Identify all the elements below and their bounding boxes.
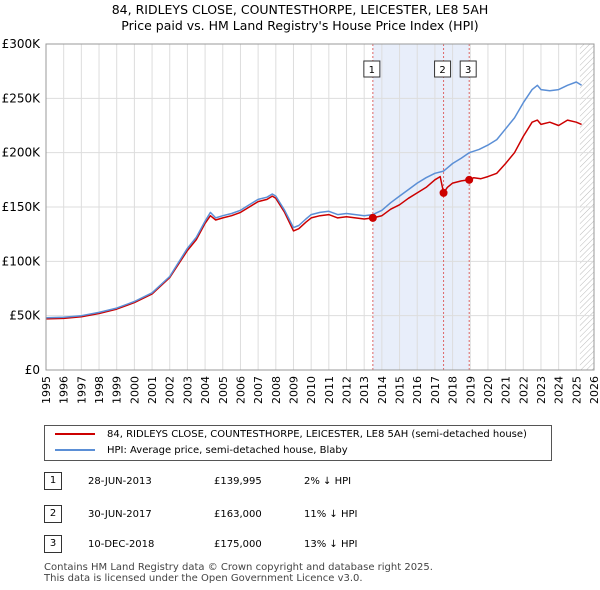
y-tick-label: £200K [2,146,42,160]
sale-marker-label: 3 [465,65,471,76]
x-tick-label: 2026 [588,376,600,404]
sale-point [465,175,474,184]
sale-marker-box [363,60,381,78]
x-tick-label: 2016 [411,376,424,404]
x-tick-label: 2014 [376,376,389,404]
x-tick-label: 2008 [270,376,283,404]
x-tick-label: 1997 [75,376,88,404]
x-tick-label: 2024 [553,376,566,404]
x-tick-label: 2019 [464,376,477,404]
transaction-hpi: 2% ↓ HPI [304,476,352,487]
x-tick-label: 1995 [40,376,53,404]
footer-licence: This data is licensed under the Open Gov… [44,573,363,584]
y-tick-label: £300K [2,37,42,51]
x-tick-label: 1998 [93,376,106,404]
legend: 84, RIDLEYS CLOSE, COUNTESTHORPE, LEICES… [44,425,552,461]
transaction-badge: 3 [44,535,62,553]
x-tick-label: 2006 [234,376,247,404]
x-tick-label: 2023 [535,376,548,404]
legend-label-property: 84, RIDLEYS CLOSE, COUNTESTHORPE, LEICES… [107,429,527,440]
x-tick-label: 2018 [447,376,460,404]
footer-copyright: Contains HM Land Registry data © Crown c… [44,562,433,573]
transaction-price: £163,000 [214,509,262,520]
sale-marker-label: 1 [369,65,375,76]
transaction-price: £139,995 [214,476,262,487]
transaction-price: £175,000 [214,539,262,550]
x-tick-label: 2025 [570,376,583,404]
sale-point [439,188,448,197]
x-tick-label: 2015 [394,376,407,404]
transaction-row-1: 1 28-JUN-2013 £139,995 2% ↓ HPI [44,472,550,492]
transaction-badge: 2 [44,505,62,523]
x-tick-label: 1996 [58,376,71,404]
property-price-line [45,119,582,320]
sale-point [368,213,377,222]
chart-title: 84, RIDLEYS CLOSE, COUNTESTHORPE, LEICES… [111,2,489,17]
x-tick-label: 2004 [199,376,212,404]
transaction-hpi: 11% ↓ HPI [304,509,358,520]
x-tick-label: 2000 [128,376,141,404]
y-tick-label: £0 [25,363,40,377]
transaction-date: 10-DEC-2018 [88,539,155,550]
x-tick-label: 2017 [429,376,442,404]
transaction-row-3: 3 10-DEC-2018 £175,000 13% ↓ HPI [44,535,550,555]
x-tick-label: 2011 [323,376,336,404]
x-tick-label: 1999 [111,376,124,404]
legend-swatch-property [55,433,95,435]
transaction-date: 28-JUN-2013 [88,476,152,487]
x-tick-label: 2021 [500,376,513,404]
y-tick-label: £50K [9,309,41,323]
x-tick-label: 2007 [252,376,265,404]
x-tick-label: 2013 [358,376,371,404]
legend-label-hpi: HPI: Average price, semi-detached house,… [107,445,348,456]
transaction-hpi: 13% ↓ HPI [304,539,358,550]
transaction-row-2: 2 30-JUN-2017 £163,000 11% ↓ HPI [44,505,550,525]
plot-frame [45,43,595,371]
x-tick-label: 2012 [341,376,354,404]
x-tick-label: 2020 [482,376,495,404]
legend-item-hpi: HPI: Average price, semi-detached house,… [55,443,348,459]
y-tick-label: £150K [2,200,42,214]
y-tick-label: £100K [2,254,42,268]
chart-subtitle: Price paid vs. HM Land Registry's House … [121,18,479,33]
x-tick-label: 2002 [164,376,177,404]
sale-marker-label: 2 [439,65,445,76]
price-chart: £0 £50K £100K £150K £200K £250K £300K 1995 1996 1… [2,37,600,404]
x-tick-label: 2010 [305,376,318,404]
x-tick-label: 2001 [146,376,159,404]
x-tick-label: 2022 [517,376,530,404]
transaction-badge: 1 [44,472,62,490]
transaction-date: 30-JUN-2017 [88,509,152,520]
footer: Contains HM Land Registry data © Crown c… [44,562,433,584]
sale-marker-box [434,60,452,78]
x-tick-label: 2003 [181,376,194,404]
sale-marker-box [459,60,477,78]
hpi-line [45,81,582,319]
y-tick-label: £250K [2,91,42,105]
x-tick-label: 2005 [217,376,230,404]
x-tick-label: 2009 [287,376,300,404]
legend-swatch-hpi [55,449,95,451]
legend-item-property: 84, RIDLEYS CLOSE, COUNTESTHORPE, LEICES… [55,427,527,443]
